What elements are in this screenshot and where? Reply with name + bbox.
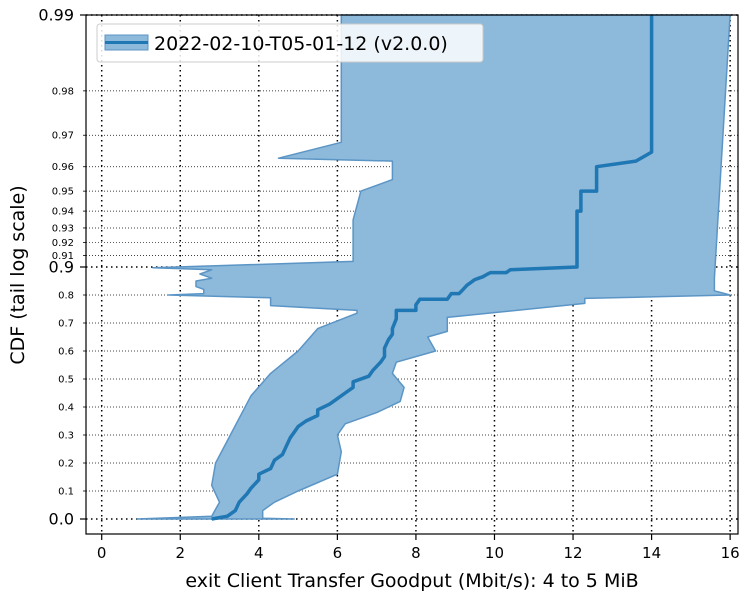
x-tick-label: 14 xyxy=(642,544,661,562)
y-axis-label: CDF (tail log scale) xyxy=(7,185,29,364)
x-axis-label: exit Client Transfer Goodput (Mbit/s): 4… xyxy=(185,570,638,592)
x-tick-label: 10 xyxy=(485,544,504,562)
tick-layer: 0 2 4 6 8 10 12 14 16 0.1 0.2 0.3 0.4 0.5 0.6 0.7 0.8 0.9… xyxy=(38,6,739,563)
y-minor-tick-label: 0.6 xyxy=(58,347,74,358)
y-minor-tick-label: 0.93 xyxy=(52,223,74,234)
legend-label: 2022-02-10-T05-01-12 (v2.0.0) xyxy=(154,33,448,55)
legend-box xyxy=(96,23,484,63)
y-minor-tick-label: 0.7 xyxy=(58,319,74,330)
y-minor-tick-label: 0.98 xyxy=(52,86,74,97)
y-minor-tick-label: 0.2 xyxy=(58,459,74,470)
y-major-tick-label: 0.99 xyxy=(38,6,74,25)
x-tick-label: 6 xyxy=(333,544,343,562)
y-minor-tick-label: 0.97 xyxy=(52,131,74,142)
confidence-band xyxy=(136,14,731,520)
y-major-tick-label: 0.9 xyxy=(49,258,74,277)
y-minor-tick-label: 0.4 xyxy=(58,403,74,414)
y-minor-tick-label: 0.92 xyxy=(52,238,74,249)
x-tick-label: 16 xyxy=(721,544,740,562)
x-tick-label: 8 xyxy=(411,544,421,562)
x-tick-label: 0 xyxy=(97,544,107,562)
y-minor-tick-label: 0.8 xyxy=(58,291,74,302)
plot-frame xyxy=(85,14,739,535)
x-tick-label: 2 xyxy=(175,544,185,562)
data-layer xyxy=(136,14,731,521)
y-minor-tick-label: 0.1 xyxy=(58,487,74,498)
median-cdf-line xyxy=(211,15,654,521)
x-tick-label: 12 xyxy=(563,544,582,562)
y-minor-tick-label: 0.94 xyxy=(52,207,74,218)
y-minor-tick-label: 0.3 xyxy=(58,431,74,442)
y-minor-tick-label: 0.91 xyxy=(52,251,74,262)
y-major-tick-label: 0.0 xyxy=(49,510,74,529)
x-tick-label: 4 xyxy=(254,544,264,562)
y-minor-tick-label: 0.96 xyxy=(52,162,74,173)
y-minor-tick-label: 0.95 xyxy=(52,187,74,198)
legend: 2022-02-10-T05-01-12 (v2.0.0) xyxy=(96,23,484,63)
y-minor-tick-label: 0.5 xyxy=(58,375,74,386)
